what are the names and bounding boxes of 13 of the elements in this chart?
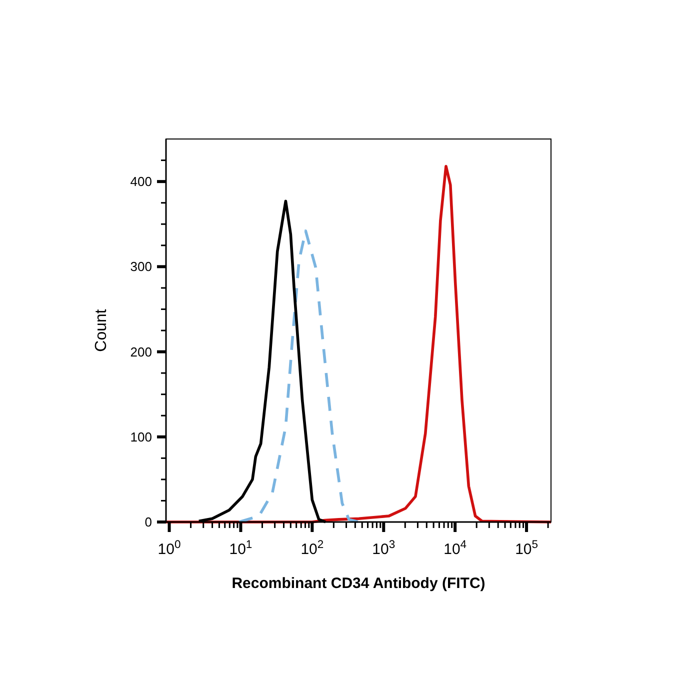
y-tick-label: 300 [130,259,152,274]
x-tick-label: 10$^{3}$ [372,539,396,558]
y-tick-label: 200 [130,344,152,360]
x-tick-label: 10$^{5}$ [515,539,538,558]
y-tick-label: 0 [144,514,152,530]
x-axis-title: Recombinant CD34 Antibody (FITC) [232,575,486,592]
y-axis-title: Count [93,308,110,352]
y-tick-label: 400 [130,174,152,190]
x-tick-label: 10$^{1}$ [229,539,252,558]
x-tick-label: 10$^{2}$ [300,539,324,558]
y-tick-label: 100 [130,429,152,444]
x-tick-label: 10$^{4}$ [444,539,467,558]
x-tick-label: 10$^{0}$ [158,539,181,558]
